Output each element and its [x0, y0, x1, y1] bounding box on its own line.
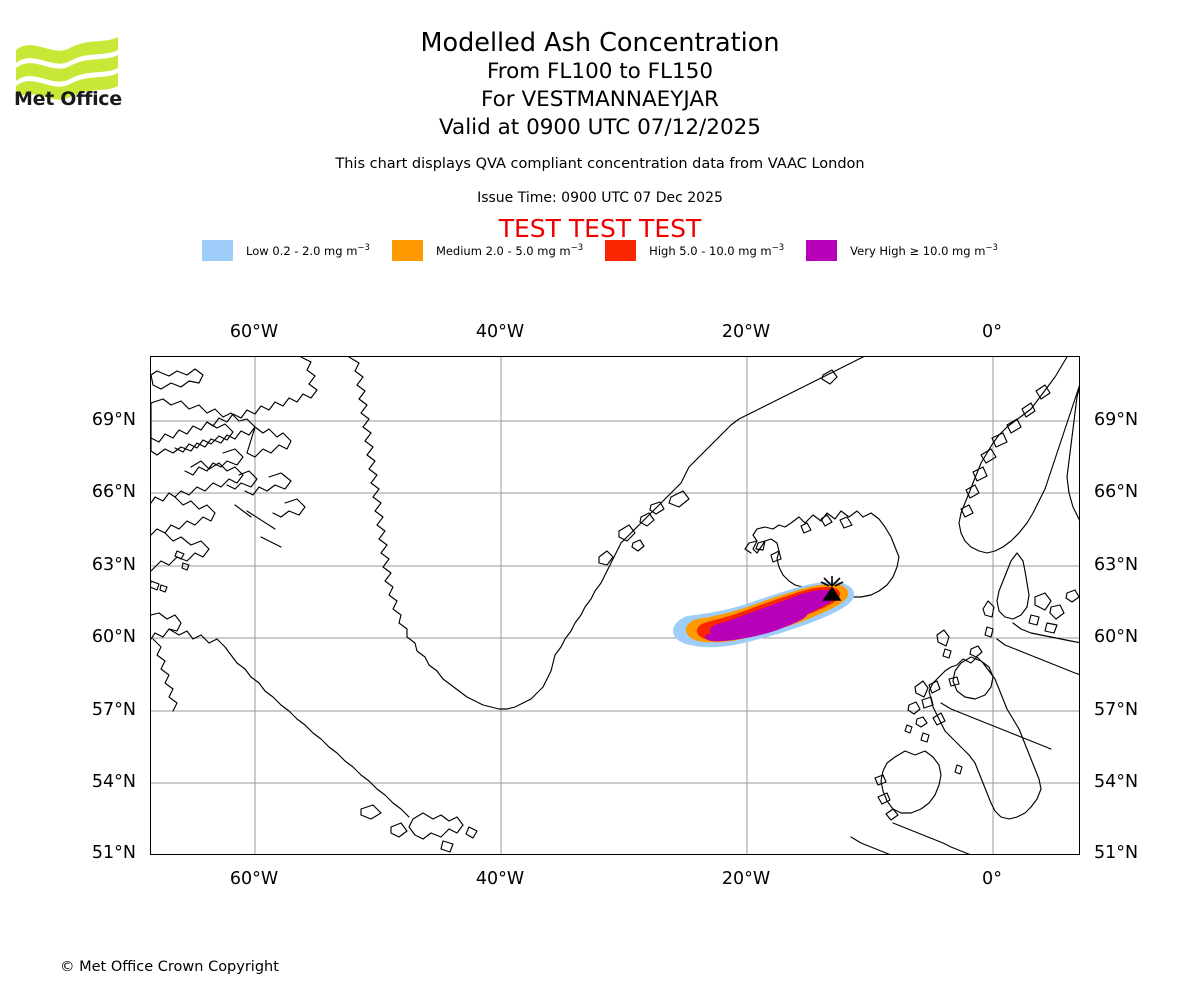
lat-tick-right-60n: 60°N [1094, 627, 1139, 647]
title-block: Modelled Ash Concentration From FL100 to… [0, 28, 1200, 142]
lon-tick-top-40w: 40°W [475, 322, 525, 342]
volcano-icon [820, 576, 844, 601]
map-canvas [151, 357, 1079, 854]
legend-swatch-medium [391, 240, 423, 261]
copyright-notice: © Met Office Crown Copyright [60, 959, 279, 975]
subtitle-flight-levels: From FL100 to FL150 [486, 59, 714, 84]
legend-item-medium: Medium 2.0 - 5.0 mg m−3 [391, 240, 584, 261]
lat-tick-right-57n: 57°N [1094, 700, 1139, 720]
lat-tick-left-63n: 63°N [91, 555, 136, 575]
ash-contour-very-high-tail [704, 610, 808, 642]
lon-tick-top-0: 0° [982, 322, 1002, 342]
lat-tick-left-60n: 60°N [91, 627, 136, 647]
subtitle-volcano-name: For VESTMANNAEYJAR [481, 87, 719, 112]
brand-wordmark: Met Office [14, 88, 122, 110]
lat-tick-right-66n: 66°N [1094, 482, 1139, 502]
ash-concentration-map[interactable]: 60°W 40°W 20°W 0° 60°W 40°W 20°W 0° 69°N… [92, 322, 1138, 889]
legend-label-medium: Medium 2.0 - 5.0 mg m−3 [435, 243, 584, 258]
concentration-legend: Low 0.2 - 2.0 mg m−3 Medium 2.0 - 5.0 mg… [0, 240, 1200, 261]
map-gridlines [151, 357, 1079, 854]
lat-tick-right-69n: 69°N [1094, 410, 1139, 430]
lat-tick-right-51n: 51°N [1094, 843, 1139, 863]
lon-tick-bottom-0: 0° [982, 869, 1002, 889]
test-banner: TEST TEST TEST [498, 214, 702, 243]
ash-plume [673, 581, 855, 648]
subtitle-valid-time: Valid at 0900 UTC 07/12/2025 [438, 115, 761, 140]
lon-tick-bottom-40w: 40°W [475, 869, 525, 889]
lon-tick-bottom-20w: 20°W [721, 869, 771, 889]
lat-tick-right-63n: 63°N [1094, 555, 1139, 575]
legend-label-low: Low 0.2 - 2.0 mg m−3 [246, 243, 370, 258]
lat-tick-left-51n: 51°N [91, 843, 136, 863]
lat-tick-left-57n: 57°N [91, 700, 136, 720]
legend-swatch-low [202, 240, 234, 261]
issue-time: Issue Time: 0900 UTC 07 Dec 2025 [477, 190, 723, 206]
lon-tick-top-20w: 20°W [721, 322, 771, 342]
legend-swatch-very-high [806, 240, 838, 261]
lon-tick-bottom-60w: 60°W [229, 869, 279, 889]
lat-tick-right-54n: 54°N [1094, 772, 1139, 792]
map-plot-area [150, 356, 1080, 855]
page-title: Modelled Ash Concentration [420, 28, 780, 58]
lon-tick-top-60w: 60°W [229, 322, 279, 342]
coastlines [151, 357, 1079, 854]
legend-item-low: Low 0.2 - 2.0 mg m−3 [202, 240, 370, 261]
lat-tick-left-66n: 66°N [91, 482, 136, 502]
legend-label-very-high: Very High ≥ 10.0 mg m−3 [850, 243, 998, 258]
legend-label-high: High 5.0 - 10.0 mg m−3 [649, 243, 785, 258]
legend-item-very-high: Very High ≥ 10.0 mg m−3 [806, 240, 998, 261]
ash-contour-very-high [709, 590, 836, 637]
legend-swatch-high [605, 240, 637, 261]
legend-item-high: High 5.0 - 10.0 mg m−3 [605, 240, 784, 261]
lat-tick-left-69n: 69°N [91, 410, 136, 430]
qva-note: This chart displays QVA compliant concen… [335, 156, 865, 172]
lat-tick-left-54n: 54°N [91, 772, 136, 792]
met-office-waves-logo [16, 37, 118, 100]
